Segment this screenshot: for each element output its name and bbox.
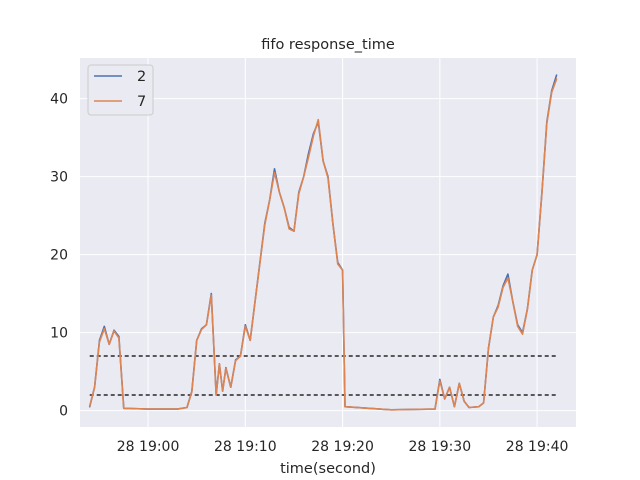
x-axis-label: time(second) xyxy=(280,461,376,477)
series-line-7 xyxy=(88,78,558,411)
y-tick-label: 40 xyxy=(50,92,68,108)
plot-background xyxy=(80,58,576,427)
x-tick-label: 28 19:40 xyxy=(506,439,569,455)
x-axis-ticks: 28 19:00 28 19:10 28 19:20 28 19:30 28 19:40 xyxy=(117,439,569,455)
grid xyxy=(80,58,576,427)
legend-label-2: 2 xyxy=(137,69,146,85)
legend-box xyxy=(87,64,154,116)
y-tick-label: 0 xyxy=(59,404,68,420)
x-tick-label: 28 19:30 xyxy=(409,439,472,455)
series-lines xyxy=(88,74,558,411)
x-tick-label: 28 19:10 xyxy=(214,439,277,455)
x-tick-label: 28 19:20 xyxy=(311,439,374,455)
reference-lines xyxy=(89,355,557,396)
y-tick-label: 20 xyxy=(50,248,68,264)
legend: 2 7 xyxy=(87,64,154,116)
y-tick-label: 10 xyxy=(50,326,68,342)
x-tick-label: 28 19:00 xyxy=(117,439,180,455)
legend-label-7: 7 xyxy=(137,94,146,110)
y-axis-ticks: 0 10 20 30 40 xyxy=(50,92,68,420)
y-tick-label: 30 xyxy=(50,170,68,186)
chart-title: fifo response_time xyxy=(261,37,395,53)
